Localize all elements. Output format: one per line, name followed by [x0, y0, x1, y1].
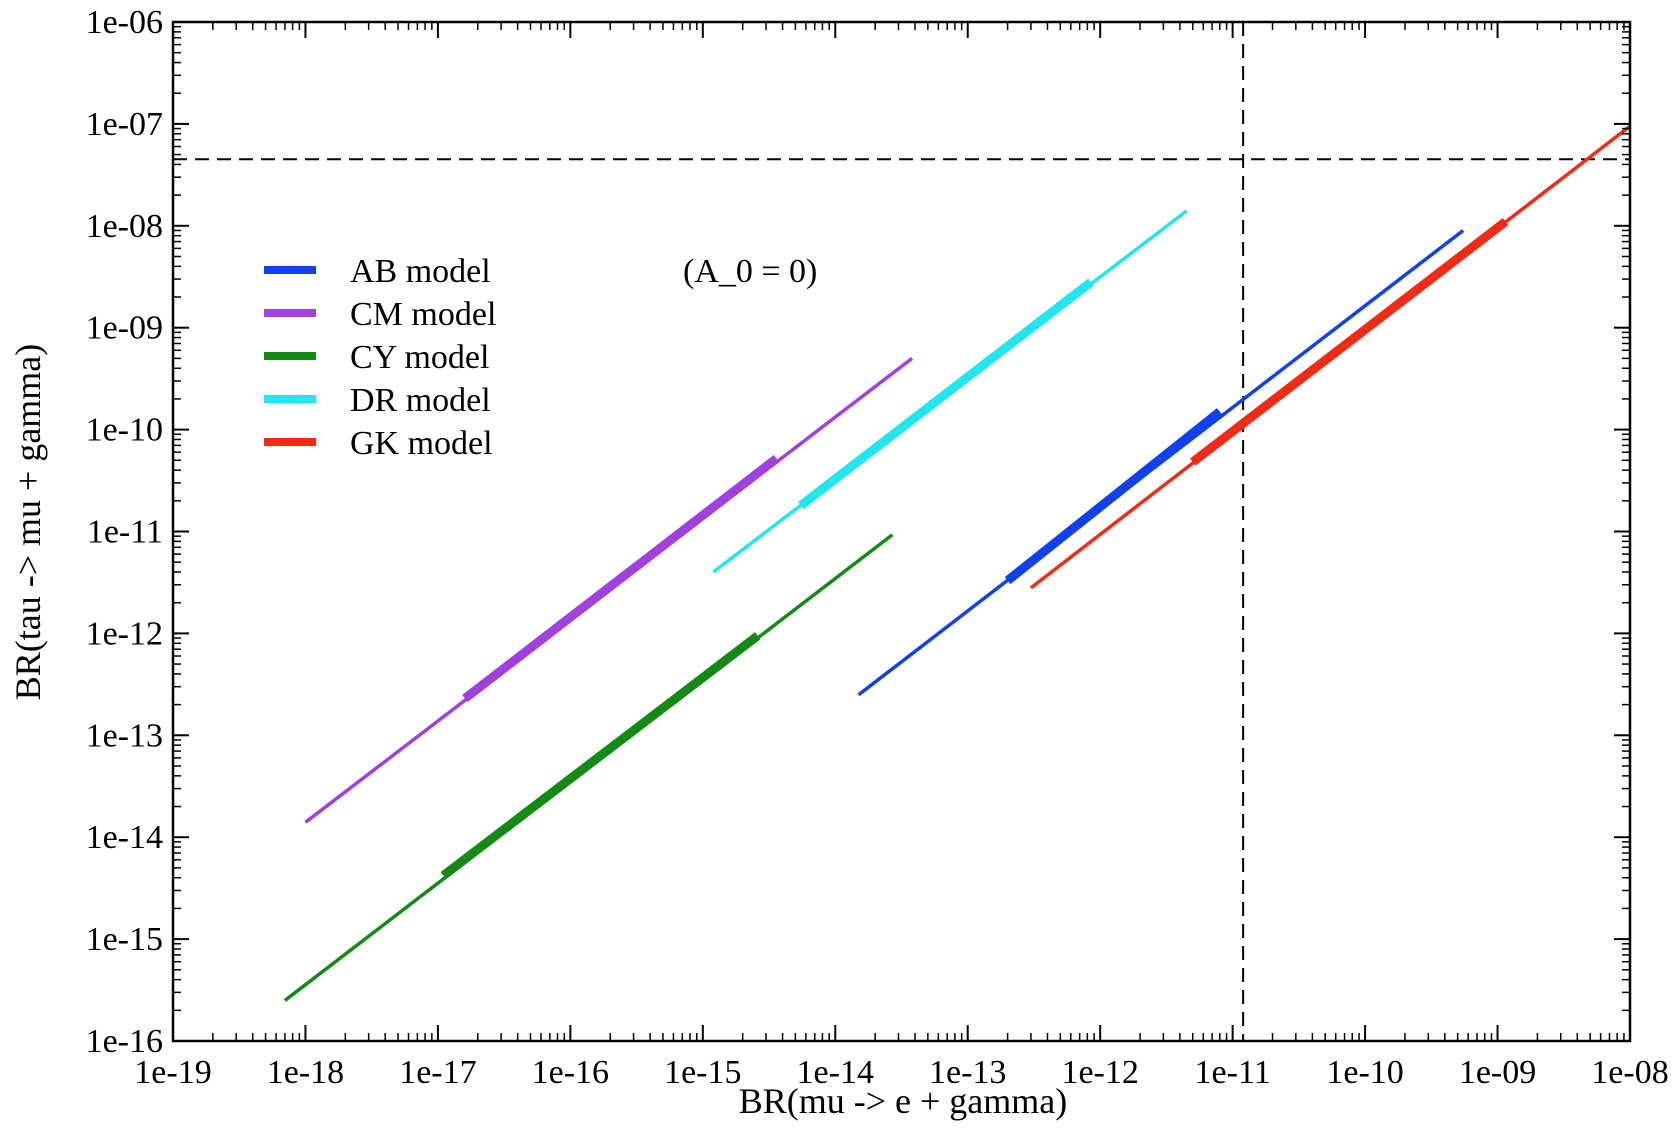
y-tick-label: 1e-06	[86, 4, 163, 41]
plot-frame	[173, 22, 1630, 1041]
x-tick-label: 1e-15	[664, 1054, 741, 1091]
y-axis-title: BR(tau -> mu + gamma)	[8, 344, 48, 701]
y-tick-label: 1e-10	[86, 412, 163, 449]
legend-label-cm-model: CM model	[350, 296, 496, 333]
x-axis-title: BR(mu -> e + gamma)	[739, 1081, 1068, 1121]
legend-label-cy-model: CY model	[350, 339, 489, 376]
y-tick-label: 1e-07	[86, 106, 163, 143]
y-tick-label: 1e-13	[86, 717, 163, 754]
series-thick-segment-cy-model	[443, 636, 757, 876]
legend-label-gk-model: GK model	[350, 425, 493, 462]
series-thick-segment-dr-model	[801, 282, 1091, 505]
x-tick-label: 1e-09	[1459, 1054, 1536, 1091]
x-tick-label: 1e-18	[267, 1054, 344, 1091]
y-tick-label: 1e-11	[87, 514, 163, 551]
series-thick-segment-ab-model	[1008, 412, 1220, 581]
x-tick-label: 1e-16	[532, 1054, 609, 1091]
y-tick-label: 1e-16	[86, 1023, 163, 1060]
y-tick-label: 1e-09	[86, 310, 163, 347]
y-tick-label: 1e-12	[86, 615, 163, 652]
annotation-a0: (A_0 = 0)	[683, 253, 817, 290]
x-tick-label: 1e-12	[1061, 1054, 1138, 1091]
y-tick-label: 1e-08	[86, 208, 163, 245]
y-tick-label: 1e-15	[86, 921, 163, 958]
x-tick-label: 1e-17	[399, 1054, 476, 1091]
x-tick-label: 1e-10	[1326, 1054, 1403, 1091]
series-thick-segment-gk-model	[1193, 222, 1506, 462]
x-tick-label: 1e-11	[1195, 1054, 1271, 1091]
x-tick-label: 1e-08	[1591, 1054, 1668, 1091]
legend-label-ab-model: AB model	[350, 253, 491, 290]
legend-label-dr-model: DR model	[350, 382, 491, 419]
y-tick-label: 1e-14	[86, 819, 163, 856]
